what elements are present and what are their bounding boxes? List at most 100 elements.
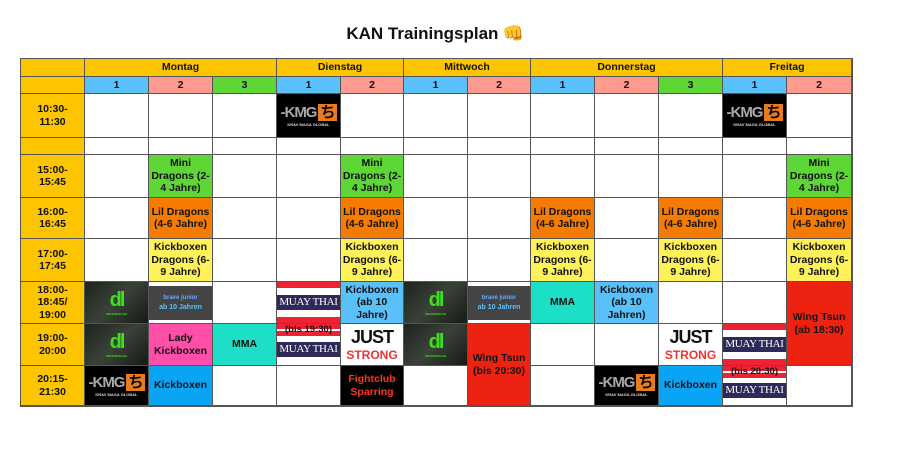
empty-cell	[277, 138, 341, 155]
cell-text: Wing Tsun (bis 20:30)	[472, 352, 526, 377]
time-cell: 16:00- 16:45	[21, 198, 85, 239]
muay-thai-logo: MUAY THAI	[723, 337, 786, 352]
cell-text: 2	[816, 78, 822, 91]
empty-cell	[404, 138, 468, 155]
slot-header: 2	[787, 77, 852, 94]
cell-text: Wing Tsun (ab 18:30)	[792, 311, 846, 336]
empty-cell	[277, 239, 341, 282]
mini-dragons-class: Mini Dragons (2-4 Jahre)	[341, 155, 404, 198]
cell-text: MMA	[231, 338, 258, 351]
time-label: 20:15- 21:30	[37, 373, 68, 398]
cell-text: Lil Dragons (4-6 Jahre)	[790, 205, 848, 231]
kickboxen-dragons-class: Kickboxen Dragons (6-9 Jahre)	[341, 239, 404, 282]
kmg-logo: -KMG ち	[280, 103, 337, 121]
kmg-logo: -KMG ち	[88, 373, 145, 391]
empty-cell	[723, 138, 787, 155]
empty-cell	[531, 94, 595, 138]
defencelab-class: dl DEFENCELAB	[404, 282, 468, 324]
cell-text: 3	[241, 78, 248, 91]
cell-text: Freitag	[769, 61, 805, 74]
empty-cell	[659, 138, 723, 155]
empty-cell	[213, 282, 277, 324]
day-header-dienstag: Dienstag	[277, 59, 404, 77]
cell-text: Kickboxen Dragons (6-9 Jahre)	[533, 241, 592, 279]
lil-dragons-class: Lil Dragons (4-6 Jahre)	[531, 198, 595, 239]
time-label: 16:00- 16:45	[37, 205, 68, 231]
cell-text: Mittwoch	[444, 61, 490, 74]
cell-text: 2	[496, 78, 502, 91]
cell-text: Kickboxen (ab 10 Jahren)	[599, 283, 654, 321]
cell-text: Kickboxen Dragons (6-9 Jahre)	[151, 241, 210, 279]
cell-text: Mini Dragons (2-4 Jahre)	[342, 157, 402, 195]
cell-text: Kickboxen Dragons (6-9 Jahre)	[789, 241, 849, 279]
empty-cell	[277, 155, 341, 198]
header-corner	[21, 59, 85, 77]
cell-text: 2	[623, 78, 630, 91]
cell-text: Mini Dragons (2-4 Jahre)	[789, 157, 849, 195]
empty-cell	[595, 198, 659, 239]
defencelab-class: dl DEFENCELAB	[85, 282, 149, 324]
day-header-freitag: Freitag	[723, 59, 852, 77]
muay-thai-class: (bis 19:30) MUAY THAI	[277, 324, 341, 366]
brave-junior-class: brave junior ab 10 Jahren	[468, 282, 531, 324]
lady-kickboxen-class: Lady Kickboxen	[149, 324, 213, 366]
just-strong-class: JUST STRONG	[341, 324, 404, 366]
cell-text: 3	[687, 78, 694, 91]
time-label: 15:00- 15:45	[37, 163, 68, 189]
lil-dragons-class: Lil Dragons (4-6 Jahre)	[149, 198, 213, 239]
cell-text: Lil Dragons (4-6 Jahre)	[151, 205, 210, 231]
kickboxen-dragons-class: Kickboxen Dragons (6-9 Jahre)	[149, 239, 213, 282]
kickboxen-class: Kickboxen	[659, 366, 723, 406]
cell-text: 2	[369, 78, 375, 91]
fightclub-sparring-class: Fightclub Sparring	[341, 366, 404, 406]
brave-junior-class: brave junior ab 10 Jahren	[149, 282, 213, 324]
empty-cell	[85, 138, 149, 155]
empty-cell	[404, 366, 468, 406]
empty-cell	[659, 94, 723, 138]
kickboxen-ab10-class: Kickboxen (ab 10 Jahre)	[341, 282, 404, 324]
cell-text: MMA	[549, 296, 576, 309]
slot-header: 1	[404, 77, 468, 94]
muay-thai-class: MUAY THAI	[277, 282, 341, 324]
cell-text: Lil Dragons (4-6 Jahre)	[343, 205, 401, 231]
empty-cell	[723, 198, 787, 239]
empty-cell	[404, 239, 468, 282]
kmg-class: -KMG ち KRAV MAGA GLOBAL	[277, 94, 341, 138]
time-cell: 17:00- 17:45	[21, 239, 85, 282]
empty-cell	[213, 138, 277, 155]
slot-header: 1	[723, 77, 787, 94]
time-cell: 10:30- 11:30	[21, 94, 85, 138]
empty-cell	[213, 239, 277, 282]
cell-text: Lady Kickboxen	[153, 332, 208, 357]
page-title: KAN Trainingsplan 👊	[0, 24, 870, 44]
cell-text: Lil Dragons (4-6 Jahre)	[533, 205, 592, 231]
empty-cell	[404, 155, 468, 198]
empty-cell	[723, 155, 787, 198]
slot-header: 3	[213, 77, 277, 94]
lil-dragons-class: Lil Dragons (4-6 Jahre)	[659, 198, 723, 239]
time-cell: 15:00- 15:45	[21, 155, 85, 198]
cell-text: Kickboxen (ab 10 Jahre)	[345, 283, 399, 321]
muay-thai-class: MUAY THAI	[723, 324, 787, 366]
empty-cell	[659, 155, 723, 198]
cell-text: Kickboxen	[663, 379, 718, 392]
kmg-class: -KMG ち KRAV MAGA GLOBAL	[723, 94, 787, 138]
empty-cell	[404, 198, 468, 239]
empty-cell	[531, 138, 595, 155]
cell-text: 1	[113, 78, 120, 91]
until-time: (bis 20:30)	[723, 366, 786, 378]
empty-cell	[149, 94, 213, 138]
just-strong-logo: JUST	[350, 327, 394, 347]
fist-icon: 👊	[502, 24, 524, 43]
slot-header: 2	[595, 77, 659, 94]
day-header-montag: Montag	[85, 59, 277, 77]
empty-cell	[595, 239, 659, 282]
mma-class: MMA	[213, 324, 277, 366]
empty-cell	[595, 94, 659, 138]
empty-cell	[468, 198, 531, 239]
empty-cell	[213, 94, 277, 138]
defencelab-logo: dl	[109, 331, 126, 353]
cell-text: Donnerstag	[597, 61, 656, 74]
slot-header: 3	[659, 77, 723, 94]
empty-cell	[787, 138, 852, 155]
